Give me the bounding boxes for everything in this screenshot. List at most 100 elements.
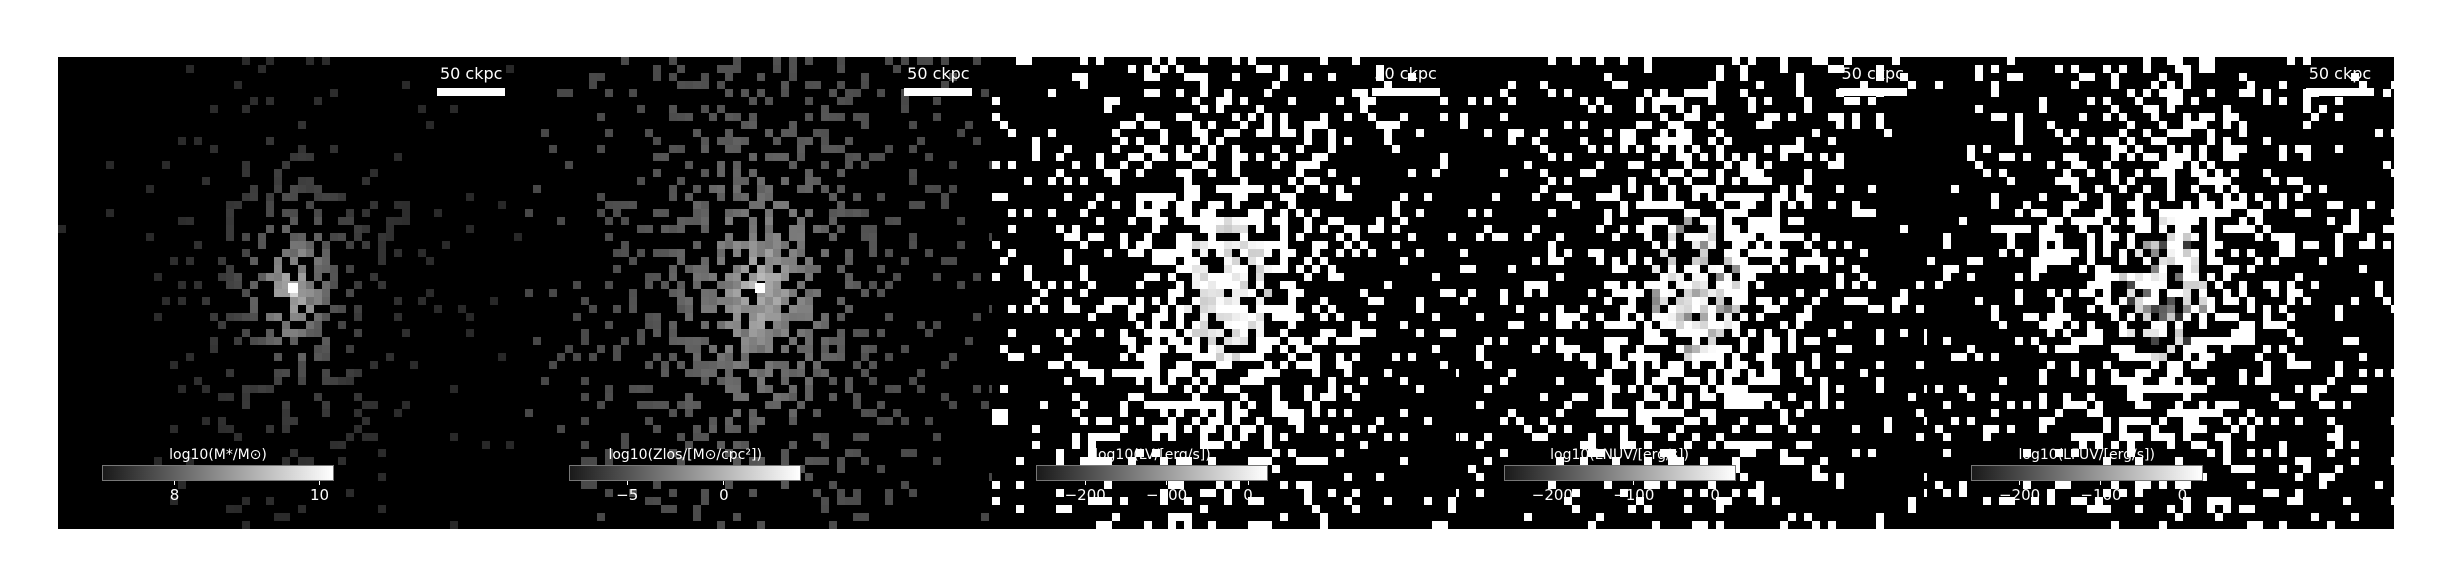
map-pixel [1160, 129, 1169, 137]
map-pixel [2206, 273, 2215, 281]
map-pixel [1875, 305, 1884, 313]
map-pixel [298, 289, 306, 297]
map-pixel [1224, 129, 1233, 137]
map-pixel [2102, 241, 2111, 249]
map-pixel [733, 265, 742, 273]
map-pixel [1008, 353, 1017, 361]
map-pixel [1891, 305, 1900, 313]
map-pixel [901, 105, 910, 113]
map-pixel [1579, 169, 1588, 177]
map-pixel [813, 81, 822, 89]
map-pixel [1336, 249, 1345, 257]
map-pixel [749, 345, 758, 353]
map-pixel [2150, 329, 2159, 337]
map-pixel [829, 193, 838, 201]
map-pixel [2030, 265, 2039, 273]
map-pixel [2342, 337, 2351, 345]
map-pixel [1755, 225, 1764, 233]
map-pixel [2054, 65, 2063, 73]
map-pixel [1619, 289, 1628, 297]
map-pixel [290, 153, 298, 161]
map-pixel [2214, 257, 2223, 265]
map-pixel [2166, 345, 2175, 353]
map-pixel [1224, 89, 1233, 97]
map-pixel [1280, 265, 1289, 273]
map-pixel [1611, 257, 1620, 265]
map-pixel [2254, 377, 2263, 385]
map-pixel [1272, 449, 1281, 457]
map-pixel [1731, 353, 1740, 361]
map-pixel [2166, 145, 2175, 153]
map-pixel [2214, 513, 2223, 521]
colorbar-gradient [1970, 465, 2203, 481]
map-pixel [1232, 73, 1241, 81]
map-pixel [701, 337, 710, 345]
map-pixel [2326, 401, 2335, 409]
map-pixel [1715, 521, 1724, 529]
map-pixel [1304, 73, 1313, 81]
map-pixel [1675, 145, 1684, 153]
map-pixel [1296, 345, 1305, 353]
scale-bar: 50 ckpc [2305, 65, 2374, 96]
map-pixel [1723, 305, 1732, 313]
map-pixel [1715, 385, 1724, 393]
map-pixel [725, 89, 734, 97]
map-pixel [2102, 273, 2111, 281]
map-pixel [1827, 521, 1836, 529]
map-pixel [1707, 329, 1716, 337]
map-pixel [2286, 313, 2295, 321]
map-pixel [765, 313, 774, 321]
map-pixel [1691, 321, 1700, 329]
map-pixel [186, 65, 194, 73]
map-pixel [2070, 161, 2079, 169]
map-pixel [2366, 241, 2375, 249]
map-pixel [1272, 185, 1281, 193]
map-pixel [1747, 105, 1756, 113]
map-pixel [1032, 281, 1041, 289]
map-pixel [1336, 185, 1345, 193]
map-pixel [1112, 201, 1121, 209]
map-pixel [2014, 225, 2023, 233]
map-pixel [2286, 497, 2295, 505]
map-pixel [1547, 425, 1556, 433]
map-pixel [1344, 337, 1353, 345]
map-pixel [853, 209, 862, 217]
map-pixel [669, 449, 678, 457]
map-pixel [957, 129, 966, 137]
map-pixel [1707, 225, 1716, 233]
map-pixel [1200, 297, 1209, 305]
map-pixel [733, 161, 742, 169]
map-pixel [693, 217, 702, 225]
map-pixel [1152, 297, 1161, 305]
map-pixel [1803, 377, 1812, 385]
map-pixel [757, 369, 766, 377]
map-pixel [781, 313, 790, 321]
map-pixel [2198, 385, 2207, 393]
map-pixel [581, 377, 590, 385]
map-pixel [861, 121, 870, 129]
map-pixel [781, 449, 790, 457]
map-pixel [2158, 385, 2167, 393]
map-pixel [2278, 145, 2287, 153]
map-pixel [298, 281, 306, 289]
map-pixel [765, 273, 774, 281]
map-pixel [685, 393, 694, 401]
map-pixel [885, 385, 894, 393]
map-pixel [1475, 353, 1484, 361]
map-pixel [2094, 297, 2103, 305]
map-pixel [1731, 369, 1740, 377]
map-pixel [1072, 361, 1081, 369]
map-pixel [1875, 329, 1884, 337]
map-pixel [1176, 265, 1185, 273]
map-pixel [1168, 377, 1177, 385]
map-pixel [1659, 201, 1668, 209]
map-pixel [2006, 241, 2015, 249]
colorbar-tick: 0 [1218, 481, 1278, 504]
map-pixel [2374, 129, 2383, 137]
map-pixel [314, 193, 322, 201]
map-pixel [653, 65, 662, 73]
map-pixel [1208, 233, 1217, 241]
map-pixel [354, 425, 362, 433]
map-pixel [2334, 145, 2343, 153]
map-pixel [725, 273, 734, 281]
